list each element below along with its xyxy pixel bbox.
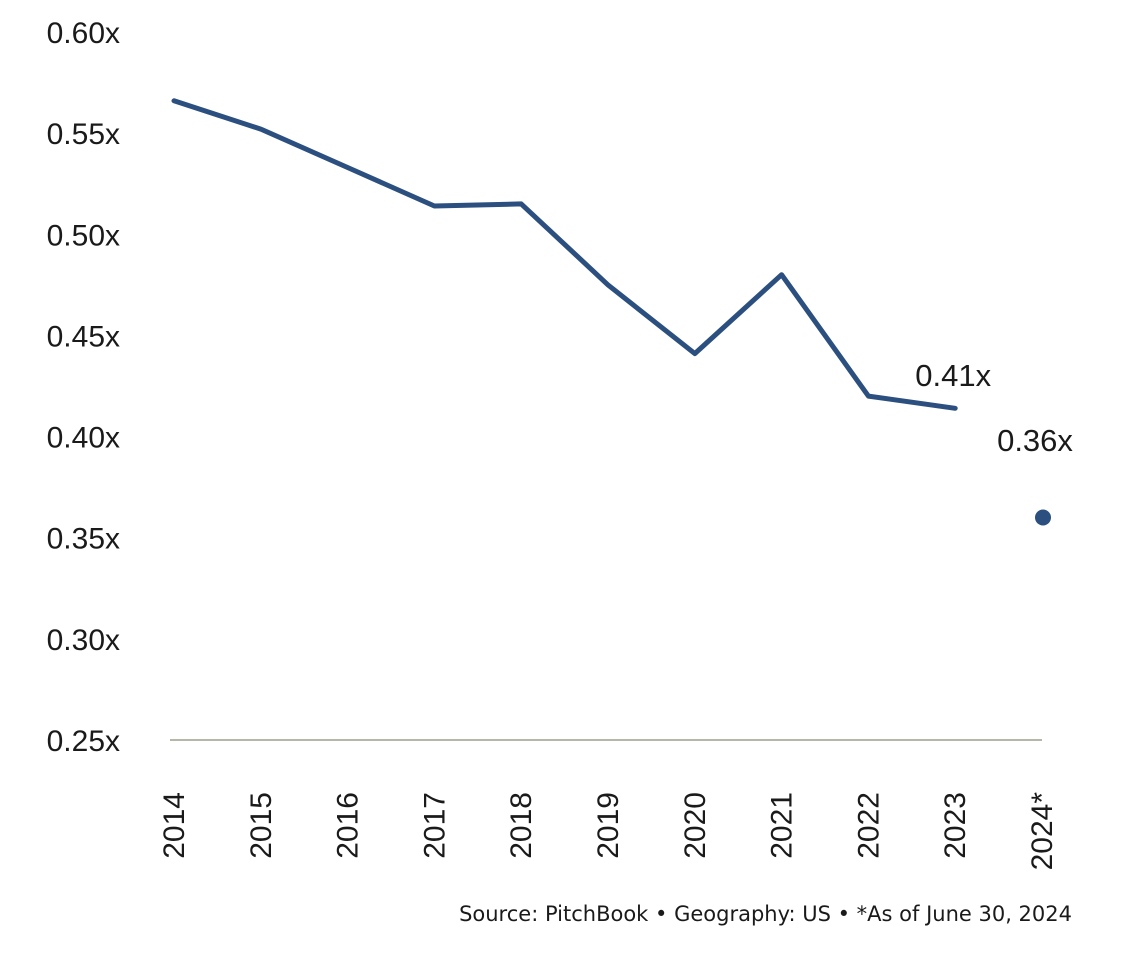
x-tick-label: 2023 [939, 792, 972, 859]
x-tick-label: 2014 [158, 792, 191, 859]
y-tick-label: 0.50x [47, 219, 120, 252]
x-tick-label: 2024* [1026, 792, 1059, 871]
series-line [171, 98, 958, 411]
source-note: Source: PitchBook • Geography: US • *As … [459, 902, 1072, 926]
y-tick-label: 0.35x [47, 523, 120, 556]
x-tick-label: 2016 [332, 792, 365, 859]
x-tick-label: 2021 [766, 792, 799, 859]
x-tick-label: 2022 [852, 792, 885, 859]
x-tick-label: 2018 [505, 792, 538, 859]
y-tick-label: 0.55x [47, 118, 120, 151]
data-point [1035, 509, 1051, 526]
y-tick-label: 0.25x [47, 725, 120, 758]
x-tick-label: 2019 [592, 792, 625, 859]
y-tick-label: 0.60x [47, 17, 120, 50]
x-axis-ticks: 2014 2015 2016 2017 2018 2019 2020 2021 2022 2023… [158, 792, 1059, 871]
y-tick-label: 0.30x [47, 624, 120, 657]
data-label: 0.41x [915, 358, 991, 393]
data-label: 0.36x [997, 423, 1073, 458]
x-tick-label: 2015 [245, 792, 278, 859]
x-tick-label: 2020 [679, 792, 712, 859]
x-tick-label: 2017 [418, 792, 451, 859]
y-axis-ticks: 0.60x 0.55x 0.50x 0.45x 0.40x 0.35x 0.30x 0.25x [47, 17, 120, 758]
y-tick-label: 0.40x [47, 422, 120, 455]
y-tick-label: 0.45x [47, 320, 120, 353]
data-points [1035, 509, 1051, 526]
